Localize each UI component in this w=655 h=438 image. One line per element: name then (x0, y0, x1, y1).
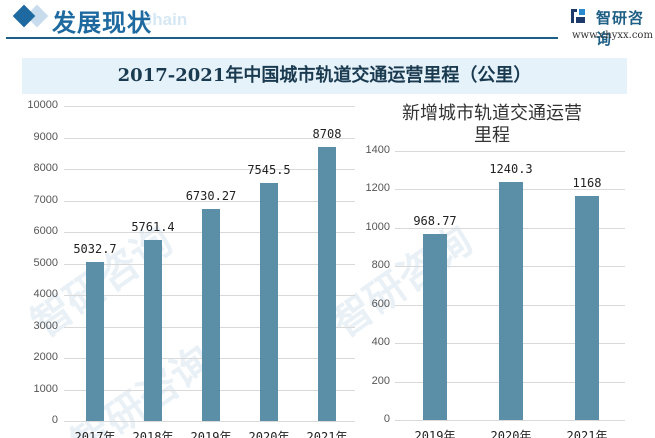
y-axis-tick: 1000 (365, 220, 390, 233)
y-axis-tick: 400 (371, 336, 390, 349)
x-axis-label: 2020年 (248, 430, 290, 438)
bar-value-label: 1168 (572, 175, 602, 190)
page-header: Chain 发展现状 智研咨询 www.chyxx.com (0, 0, 655, 48)
y-axis-tick: 200 (371, 374, 390, 387)
y-axis-tick: 4000 (33, 288, 58, 300)
gridline (64, 421, 355, 422)
y-axis-tick: 600 (371, 297, 390, 310)
y-axis-tick: 1200 (365, 182, 390, 195)
bar-value-label: 968.77 (413, 213, 457, 228)
bar (86, 262, 104, 421)
bar (144, 239, 162, 421)
y-axis-tick: 8000 (33, 162, 58, 174)
x-axis-label: 2018年 (132, 430, 174, 438)
bar-value-label: 5032.7 (73, 242, 117, 257)
x-axis-label: 2019年 (414, 429, 456, 438)
brand-url: www.chyxx.com (572, 30, 653, 41)
bar-value-label: 7545.5 (247, 163, 291, 178)
y-axis-tick: 2000 (33, 351, 58, 363)
y-axis-tick: 9000 (33, 130, 58, 143)
gridline (395, 420, 625, 421)
new-mileage-chart-title: 新增城市轨道交通运营 里程 (392, 103, 592, 147)
brand-name: 智研咨询 (596, 9, 645, 48)
x-axis-label: 2017年 (74, 430, 116, 438)
y-axis-tick: 7000 (33, 193, 58, 206)
y-axis-tick: 1000 (33, 382, 58, 395)
x-axis-label: 2021年 (306, 430, 348, 438)
title-line-1: 新增城市轨道交通运营 (402, 103, 582, 124)
y-axis-tick: 800 (371, 259, 390, 272)
bar-value-label: 8708 (312, 126, 342, 141)
gridline (64, 169, 355, 170)
section-title: 发展现状 (52, 9, 152, 37)
bar (202, 208, 220, 421)
bar (318, 146, 336, 421)
chart-title: 2017-2021年中国城市轨道交通运营里程（公里） (117, 65, 532, 86)
y-axis-tick: 6000 (33, 225, 58, 237)
gridline (395, 151, 625, 152)
y-axis-tick: 10000 (27, 99, 58, 111)
chart-title-band: 2017-2021年中国城市轨道交通运营里程（公里） (22, 58, 627, 94)
bar (260, 183, 278, 421)
x-axis-label: 2019年 (190, 430, 232, 438)
gridline (64, 137, 355, 139)
y-axis-tick: 0 (383, 413, 390, 425)
bar-value-label: 6730.27 (185, 188, 237, 203)
brand-logo-icon (571, 9, 585, 23)
y-axis-tick: 5000 (33, 256, 58, 269)
operating-mileage-chart: 10000 9000 8000 7000 6000 5000 4000 3000 2000 100… (27, 99, 355, 438)
y-axis-tick: 0 (51, 414, 58, 426)
bar (575, 195, 599, 420)
title-line-2: 里程 (474, 125, 510, 146)
x-axis-label: 2021年 (566, 429, 608, 438)
y-axis-tick: 1400 (365, 144, 390, 156)
header-divider (6, 37, 558, 39)
bar-value-label: 1240.3 (489, 161, 533, 176)
bar (499, 181, 523, 420)
x-axis-label: 2020年 (490, 429, 532, 438)
gridline (64, 106, 355, 107)
ghost-text: Chain (140, 10, 188, 29)
gridline (64, 200, 355, 202)
bar-value-label: 5761.4 (131, 219, 175, 234)
bar (423, 233, 447, 420)
y-axis-tick: 3000 (33, 319, 58, 332)
